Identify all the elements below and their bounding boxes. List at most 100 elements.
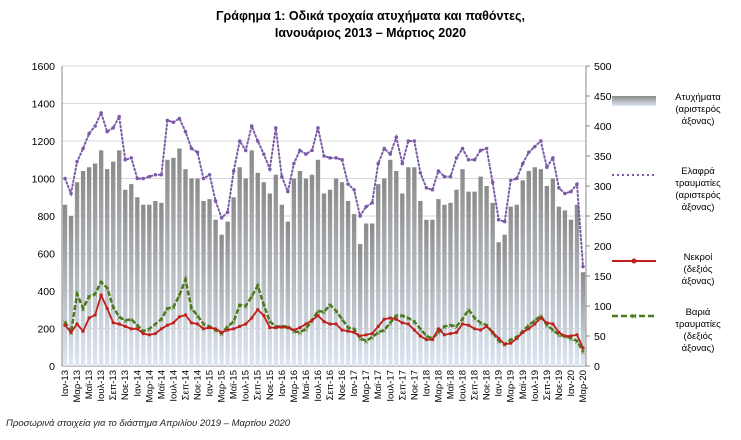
- footnote: Προσωρινά στοιχεία για το διάστημα Απριλ…: [6, 418, 291, 429]
- point-light-injured: [201, 176, 206, 181]
- point-deaths: [364, 333, 368, 337]
- bar-accidents: [297, 171, 303, 366]
- left-axis-tick-label: 600: [37, 249, 55, 261]
- bar-accidents: [520, 180, 525, 366]
- point-deaths: [117, 322, 121, 326]
- bar-accidents: [111, 161, 116, 366]
- x-axis-tick-label: Ιουλ-19: [530, 370, 541, 402]
- point-deaths: [370, 332, 374, 336]
- bar-accidents: [484, 186, 489, 366]
- right-axis-tick-label: 100: [594, 301, 612, 313]
- point-deaths: [105, 306, 109, 310]
- bar-accidents: [315, 159, 321, 366]
- point-serious-injured: ×: [261, 302, 267, 310]
- point-light-injured: [370, 201, 374, 205]
- bar-accidents: [86, 167, 92, 366]
- bar-accidents: [267, 193, 272, 366]
- point-serious-injured: ×: [568, 335, 574, 343]
- point-light-injured: [225, 210, 230, 215]
- point-deaths: [497, 336, 501, 340]
- bar-accidents: [62, 204, 68, 366]
- right-axis-tick-label: 150: [594, 271, 612, 283]
- point-deaths: [382, 317, 386, 321]
- point-serious-injured: ×: [267, 319, 273, 327]
- x-axis-tick-label: Νοε-18: [482, 370, 493, 400]
- point-serious-injured: ×: [297, 329, 303, 337]
- bar-accidents: [177, 148, 182, 366]
- bar-accidents: [454, 189, 459, 366]
- right-axis-tick-label: 300: [594, 181, 612, 193]
- point-deaths: [135, 327, 139, 331]
- bar-accidents: [550, 178, 556, 366]
- point-deaths: [226, 328, 230, 332]
- point-serious-injured: ×: [74, 291, 80, 299]
- point-deaths: [129, 327, 133, 331]
- x-axis-tick-label: Ιουλ-13: [96, 370, 107, 402]
- bar-accidents: [225, 221, 230, 366]
- point-deaths: [201, 327, 206, 331]
- point-serious-injured: ×: [580, 349, 586, 357]
- point-deaths: [298, 326, 302, 330]
- point-serious-injured: ×: [62, 319, 68, 327]
- x-axis-tick-label: Μαρ-19: [506, 370, 517, 403]
- point-serious-injured: ×: [152, 321, 158, 329]
- bar-accidents: [105, 169, 110, 366]
- right-axis-tick-label: 200: [594, 241, 612, 253]
- left-axis-tick-label: 1600: [32, 61, 56, 73]
- point-light-injured: [75, 159, 79, 164]
- point-light-injured: [514, 176, 519, 181]
- point-deaths: [147, 333, 151, 337]
- point-light-injured: [526, 150, 531, 155]
- x-axis-tick-label: Μαρ-13: [72, 370, 83, 403]
- left-axis-tick-label: 0: [49, 361, 55, 373]
- bar-accidents: [508, 206, 513, 366]
- bar-accidents: [526, 171, 531, 366]
- point-serious-injured: ×: [315, 308, 321, 316]
- point-deaths: [322, 320, 326, 324]
- point-light-injured: [298, 148, 302, 153]
- point-deaths: [75, 322, 79, 326]
- point-light-injured: [539, 139, 543, 143]
- point-light-injured: [442, 174, 447, 179]
- point-serious-injured: ×: [189, 305, 195, 313]
- point-light-injured: [454, 156, 459, 160]
- point-deaths: [418, 334, 422, 338]
- point-serious-injured: ×: [478, 320, 484, 328]
- left-axis-tick-label: 400: [37, 286, 55, 298]
- x-axis-tick-label: Νοε-14: [193, 370, 204, 400]
- point-deaths: [111, 321, 115, 325]
- legend-text: άξονας): [681, 202, 715, 213]
- point-light-injured: [141, 176, 146, 181]
- bar-accidents: [80, 171, 86, 366]
- point-deaths: [569, 334, 573, 338]
- right-axis-tick-label: 500: [594, 61, 612, 73]
- point-light-injured: [93, 124, 97, 128]
- x-axis-tick-label: Μαρ-17: [361, 370, 372, 403]
- point-deaths: [533, 322, 537, 326]
- legend-swatch-deaths: [612, 258, 656, 264]
- point-serious-injured: ×: [183, 277, 189, 285]
- point-serious-injured: ×: [375, 329, 381, 337]
- point-serious-injured: ×: [351, 326, 357, 334]
- point-light-injured: [292, 161, 296, 166]
- point-deaths: [358, 334, 362, 338]
- point-light-injured: [346, 182, 350, 186]
- point-serious-injured: ×: [237, 302, 243, 310]
- point-light-injured: [382, 146, 387, 151]
- bar-accidents: [424, 219, 429, 366]
- chart-title: Γράφημα 1: Οδικά τροχαία ατυχήματα και π…: [0, 8, 741, 42]
- point-light-injured: [575, 182, 579, 186]
- x-axis-tick-label: Μαϊ-17: [373, 370, 384, 399]
- x-axis-tick-label: Νοε-16: [337, 370, 348, 400]
- bar-accidents: [243, 178, 248, 366]
- point-light-injured: [171, 120, 176, 125]
- point-deaths: [171, 321, 176, 325]
- point-serious-injured: ×: [321, 309, 327, 317]
- point-serious-injured: ×: [291, 328, 297, 336]
- bar-accidents: [538, 169, 543, 366]
- chart-title-line2: Ιανουάριος 2013 – Μάρτιος 2020: [274, 26, 467, 40]
- point-light-injured: [328, 156, 332, 160]
- right-axis-tick-label: 350: [594, 151, 612, 163]
- point-deaths: [280, 325, 284, 329]
- point-light-injured: [352, 187, 356, 192]
